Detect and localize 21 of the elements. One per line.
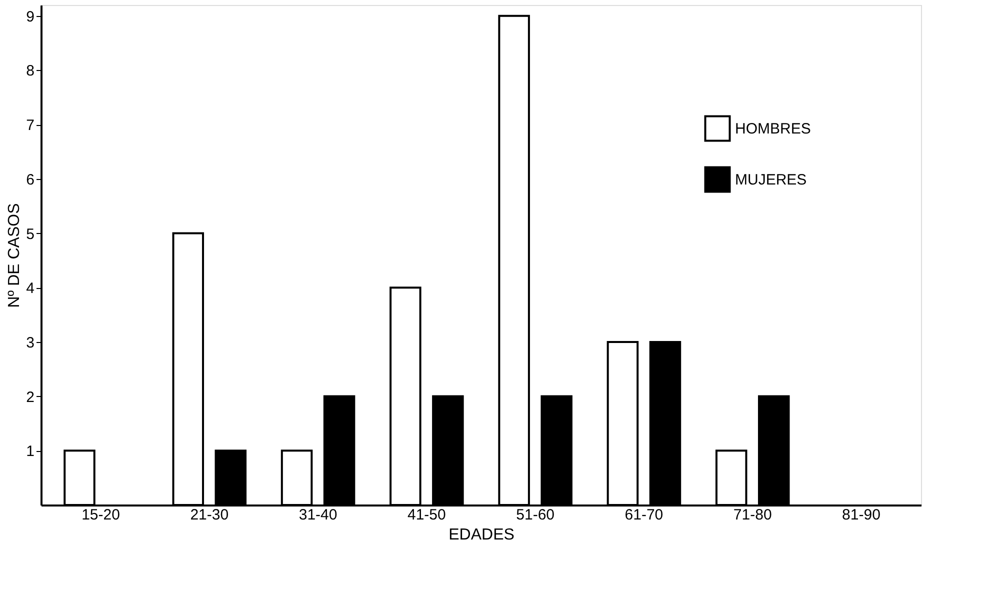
x-tick-label: 15-20 [82,506,120,524]
y-tick-label: 9 [26,8,34,26]
x-tick-label: 61-70 [624,506,664,524]
y-tick-label: 8 [26,62,34,80]
x-tick-label: 71-80 [733,506,772,524]
y-tick-label: 2 [26,388,34,406]
y-tick-label: 4 [26,280,34,298]
legend-label: MUJERES [735,172,807,188]
legend-label: HOMBRES [735,120,811,138]
y-tick-label: 6 [26,171,34,188]
x-tick-label: 41-50 [407,506,446,524]
x-tick-label: 31-40 [298,506,338,524]
x-tick-label: 81-90 [842,506,880,524]
y-tick-label: 3 [26,334,34,352]
y-tick-label: 5 [26,226,34,243]
y-tick-label: 7 [26,117,34,134]
x-axis-title: EDADES [448,526,514,544]
x-tick-label: 21-30 [190,506,229,524]
y-tick-label: 1 [26,443,34,460]
y-axis-title: Nº DE CASOS [6,203,24,308]
x-tick-label: 51-60 [516,506,555,524]
